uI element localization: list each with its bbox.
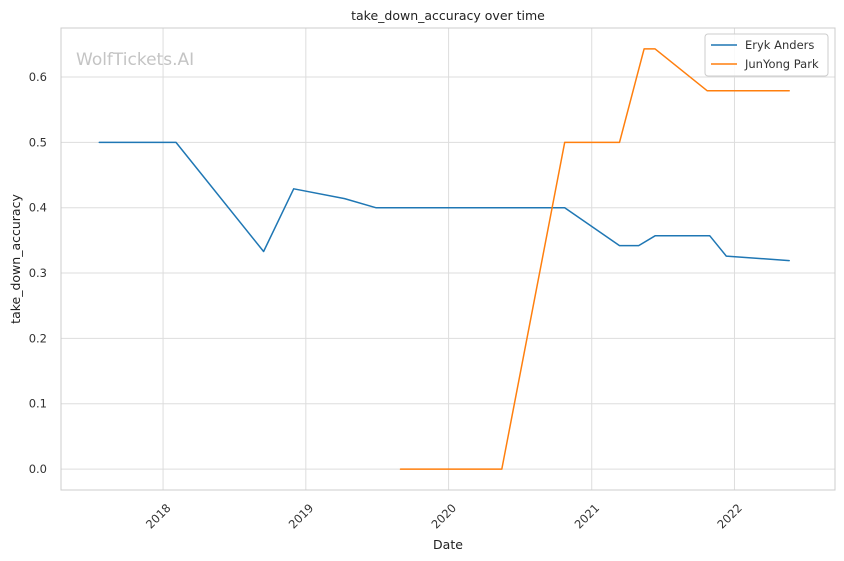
series-line-2	[399, 48, 790, 470]
chart-title: take_down_accuracy over time	[351, 8, 545, 23]
y-tick-label: 0.3	[29, 266, 47, 280]
y-tick-label: 0.1	[29, 397, 47, 411]
x-tick-label: 2019	[286, 501, 317, 532]
series-line-1	[98, 141, 790, 262]
y-tick-label: 0.2	[29, 331, 47, 345]
watermark: WolfTickets.AI	[76, 50, 194, 70]
x-tick-label: 2022	[714, 501, 745, 532]
y-tick-label: 0.4	[29, 201, 47, 215]
y-tick-label: 0.0	[29, 462, 47, 476]
x-tick-label: 2020	[428, 501, 459, 532]
x-axis-label: Date	[433, 537, 463, 552]
x-axis-ticks: 2018 2019 2020 2021 2022	[143, 501, 745, 532]
plot-background	[61, 28, 835, 490]
x-tick-label: 2018	[143, 501, 174, 532]
legend: Eryk Anders JunYong Park	[704, 33, 829, 77]
y-tick-label: 0.6	[29, 70, 47, 84]
y-tick-label: 0.5	[29, 135, 47, 149]
y-axis-ticks: 0.0 0.1 0.2 0.3 0.4 0.5 0.6	[29, 70, 47, 476]
legend-label-2: JunYong Park	[744, 57, 819, 71]
x-tick-label: 2021	[572, 501, 603, 532]
legend-label-1: Eryk Anders	[745, 38, 814, 52]
plot-frame	[60, 27, 836, 491]
series-layer	[98, 48, 790, 470]
y-axis-label: take_down_accuracy	[8, 194, 23, 324]
